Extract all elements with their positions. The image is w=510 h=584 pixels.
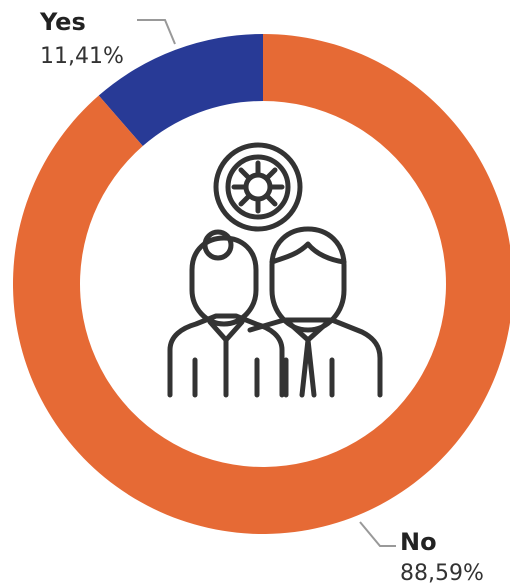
label-category: No	[400, 528, 437, 556]
donut	[13, 34, 510, 534]
label-value: 88,59%	[400, 561, 484, 584]
label-value: 11,41%	[40, 44, 124, 69]
slice	[13, 34, 510, 534]
icon	[167, 142, 383, 398]
slice	[98, 34, 264, 147]
label-category: Yes	[39, 8, 86, 36]
leader-line	[359, 521, 396, 547]
leader-line	[137, 19, 176, 45]
